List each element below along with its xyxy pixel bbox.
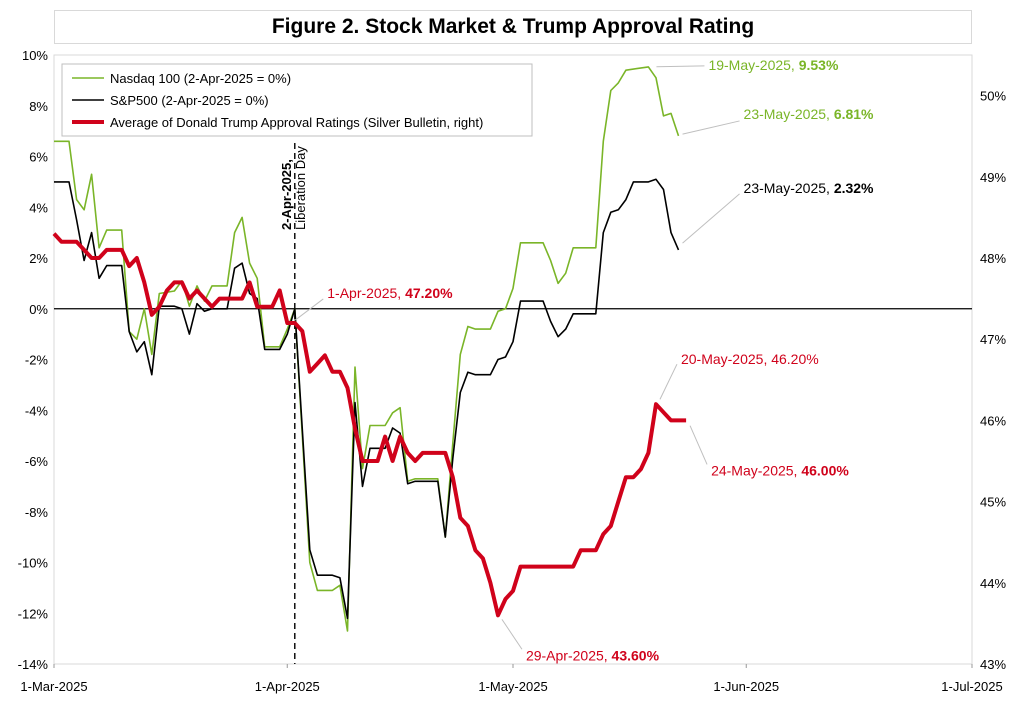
y-left-tick-label: 2%	[29, 251, 48, 266]
annotation-leader	[294, 298, 324, 321]
y-right-tick-label: 50%	[980, 89, 1006, 104]
y-left-tick-label: -2%	[25, 353, 49, 368]
y-left-tick-label: 8%	[29, 99, 48, 114]
annotation-label: 19-May-2025, 9.53%	[708, 57, 839, 73]
sp500-line	[54, 178, 680, 620]
annotation-label: 23-May-2025, 2.32%	[744, 180, 875, 196]
annotation-leader	[659, 363, 678, 400]
y-right-tick-label: 45%	[980, 495, 1006, 510]
y-left-tick-label: -8%	[25, 505, 49, 520]
y-left-tick-label: -14%	[18, 657, 49, 672]
y-right-tick-label: 43%	[980, 657, 1006, 672]
annotation-leader	[656, 65, 705, 68]
plot-area	[53, 54, 973, 665]
x-tick-label: 1-Jul-2025	[941, 679, 1002, 694]
legend-entry: Average of Donald Trump Approval Ratings…	[110, 115, 483, 130]
annotation-label: 24-May-2025, 46.00%	[711, 462, 849, 478]
annotation-leader	[682, 120, 740, 135]
chart-title: Figure 2. Stock Market & Trump Approval …	[54, 10, 972, 44]
y-right-tick-label: 49%	[980, 170, 1006, 185]
y-right-tick-label: 47%	[980, 332, 1006, 347]
y-left-tick-label: -4%	[25, 403, 49, 418]
x-tick-label: 1-Mar-2025	[20, 679, 87, 694]
y-left-tick-label: 0%	[29, 302, 48, 317]
annotation-leader	[682, 193, 740, 244]
annotation-label: 23-May-2025, 6.81%	[744, 106, 875, 122]
approval-line	[52, 232, 687, 618]
y-right-tick-label: 48%	[980, 251, 1006, 266]
annotation-label: 20-May-2025, 46.20%	[681, 351, 819, 367]
y-left-tick-label: -6%	[25, 454, 49, 469]
annotation-label: 29-Apr-2025, 43.60%	[526, 647, 660, 663]
y-left-tick-label: 4%	[29, 200, 48, 215]
x-tick-label: 1-May-2025	[478, 679, 547, 694]
liberation-day-label: 2-Apr-2025,Liberation Day	[279, 146, 308, 230]
y-right-tick-label: 44%	[980, 576, 1006, 591]
annotation-label: 1-Apr-2025, 47.20%	[327, 285, 453, 301]
y-left-tick-label: -10%	[18, 556, 49, 571]
legend-box	[61, 63, 533, 137]
y-left-tick-label: 6%	[29, 150, 48, 165]
y-left-tick-label: -12%	[18, 606, 49, 621]
y-left-tick-label: 10%	[22, 48, 48, 63]
x-tick-label: 1-Apr-2025	[255, 679, 320, 694]
y-right-tick-label: 46%	[980, 413, 1006, 428]
x-tick-label: 1-Jun-2025	[713, 679, 779, 694]
annotation-leader	[501, 619, 523, 650]
nasdaq-line	[54, 66, 680, 632]
annotation-leader	[689, 425, 708, 465]
legend-entry: S&P500 (2-Apr-2025 = 0%)	[110, 93, 269, 108]
legend-entry: Nasdaq 100 (2-Apr-2025 = 0%)	[110, 71, 291, 86]
